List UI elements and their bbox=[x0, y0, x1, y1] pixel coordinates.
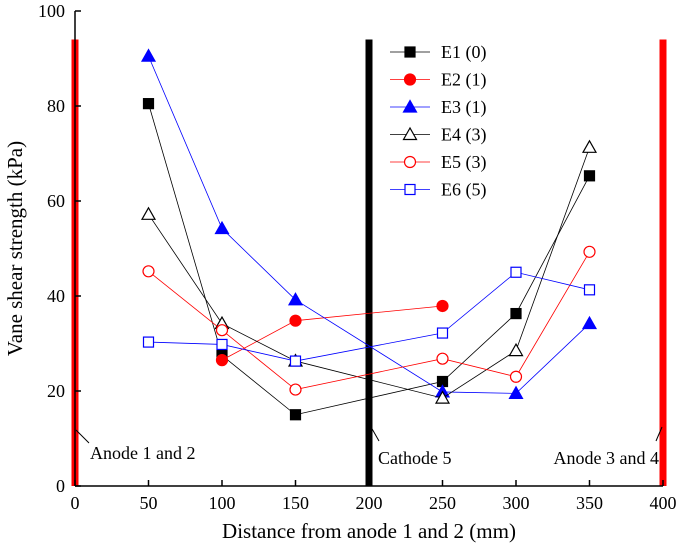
data-point-circle bbox=[583, 245, 596, 258]
x-axis-title: Distance from anode 1 and 2 (mm) bbox=[222, 519, 516, 543]
legend-label: E1 (0) bbox=[441, 42, 486, 63]
series-line bbox=[148, 55, 590, 394]
data-point-square bbox=[583, 284, 596, 296]
y-tick-label: 20 bbox=[47, 381, 65, 401]
legend-label: E5 (3) bbox=[441, 152, 486, 173]
x-tick-label: 300 bbox=[503, 493, 530, 513]
data-point-circle bbox=[403, 155, 417, 169]
legend-label: E6 (5) bbox=[441, 180, 486, 201]
legend-item: E5 (3) bbox=[390, 152, 486, 173]
data-point-triangle bbox=[140, 48, 157, 62]
data-point-triangle bbox=[508, 342, 524, 357]
series-line bbox=[148, 271, 590, 362]
legend-item: E4 (3) bbox=[390, 125, 486, 146]
data-point-circle bbox=[215, 324, 229, 337]
y-axis-title: Vane shear strength (kPa) bbox=[3, 141, 27, 356]
legend-label: E2 (1) bbox=[441, 70, 486, 91]
data-point-square bbox=[510, 266, 522, 278]
legend-label: E4 (3) bbox=[441, 125, 486, 146]
legend-item: E2 (1) bbox=[390, 70, 486, 91]
x-tick-label: 100 bbox=[209, 493, 236, 513]
data-point-triangle bbox=[434, 390, 451, 404]
data-point-square bbox=[216, 338, 228, 351]
data-point-square bbox=[436, 327, 449, 339]
electrode-label: Anode 1 and 2 bbox=[90, 443, 195, 463]
data-point-square bbox=[289, 409, 302, 421]
data-point-square bbox=[142, 98, 155, 110]
data-point-triangle bbox=[508, 385, 524, 399]
data-point-circle bbox=[289, 314, 302, 327]
data-point-triangle bbox=[214, 220, 230, 235]
series-e3-1- bbox=[140, 48, 598, 399]
series-line bbox=[148, 251, 590, 391]
series-e2-1- bbox=[215, 299, 449, 367]
y-tick-label: 0 bbox=[56, 476, 65, 496]
data-point-circle bbox=[289, 383, 302, 396]
y-tick-label: 60 bbox=[47, 191, 65, 211]
y-tick-label: 40 bbox=[47, 286, 65, 306]
data-point-triangle bbox=[287, 292, 304, 306]
x-tick-label: 200 bbox=[356, 493, 383, 513]
x-tick-label: 0 bbox=[71, 493, 80, 513]
data-point-circle bbox=[436, 352, 449, 365]
data-point-square bbox=[404, 183, 416, 196]
data-point-triangle bbox=[140, 206, 157, 220]
legend-item: E1 (0) bbox=[390, 42, 486, 63]
x-tick-label: 150 bbox=[282, 493, 309, 513]
legend-item: E3 (1) bbox=[390, 97, 486, 118]
data-point-square bbox=[289, 355, 302, 367]
data-point-circle bbox=[403, 73, 417, 86]
x-tick-label: 350 bbox=[576, 493, 603, 513]
electrode-leader-line bbox=[370, 426, 380, 442]
x-tick-label: 50 bbox=[140, 493, 158, 513]
data-point-circle bbox=[142, 265, 155, 278]
series-e6-5- bbox=[142, 266, 596, 367]
data-point-square bbox=[583, 170, 596, 182]
x-tick-label: 400 bbox=[650, 493, 677, 513]
series-e5-3- bbox=[142, 245, 596, 396]
data-point-triangle bbox=[581, 315, 598, 330]
data-point-triangle bbox=[581, 139, 598, 153]
data-point-circle bbox=[509, 370, 523, 383]
data-point-circle bbox=[215, 354, 229, 367]
x-tick-label: 250 bbox=[429, 493, 456, 513]
electrode-leader-line bbox=[655, 426, 663, 442]
series-e1-0- bbox=[142, 98, 596, 421]
data-point-square bbox=[404, 46, 416, 58]
data-point-triangle bbox=[402, 99, 418, 113]
legend-item: E6 (5) bbox=[390, 180, 486, 201]
legend-label: E3 (1) bbox=[441, 97, 486, 118]
y-tick-label: 80 bbox=[47, 96, 65, 116]
electrode-label: Anode 3 and 4 bbox=[554, 448, 659, 468]
series-e4-3- bbox=[140, 139, 598, 404]
series-line bbox=[148, 147, 590, 399]
data-point-circle bbox=[436, 299, 449, 313]
electrode-label: Cathode 5 bbox=[378, 448, 452, 468]
series-line bbox=[148, 103, 590, 416]
data-point-square bbox=[142, 336, 155, 348]
data-point-triangle bbox=[402, 126, 418, 141]
electrode-leader-line bbox=[75, 429, 90, 444]
y-tick-label: 100 bbox=[38, 1, 65, 21]
data-point-square bbox=[510, 307, 522, 320]
